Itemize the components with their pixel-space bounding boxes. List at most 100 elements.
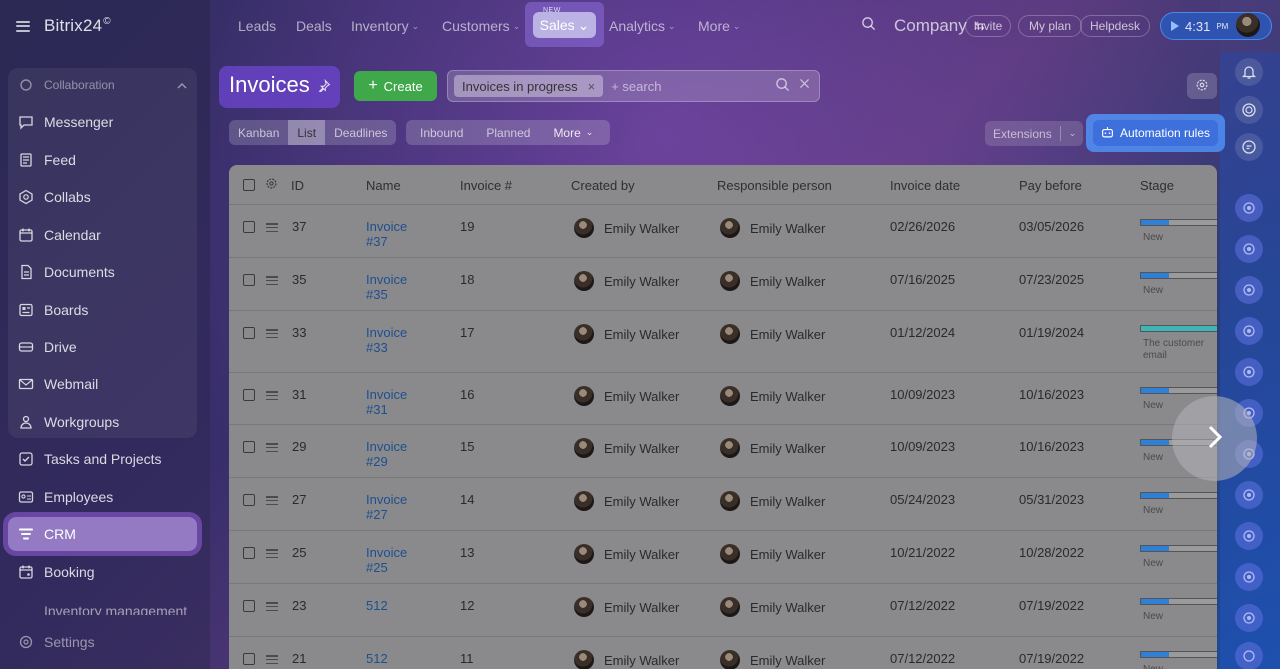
sidebar-group-collaboration[interactable]: Collaboration [8,68,197,102]
sidebar-item-webmail[interactable]: Webmail [8,367,197,401]
responsible-user[interactable]: Emily Walker [720,218,825,238]
column-header-stage[interactable]: Stage [1140,178,1174,193]
sidebar-item-drive[interactable]: Drive [8,330,197,364]
chat-bubble-icon[interactable] [1235,133,1263,161]
responsible-user[interactable]: Emily Walker [720,544,825,564]
row-checkbox[interactable] [243,221,255,233]
tab-more[interactable]: More ⌄ [539,120,602,145]
table-row[interactable]: 23 512 12 Emily Walker Emily Walker 07/1… [229,584,1217,637]
settings-gear-button[interactable] [1187,73,1217,99]
tab-list[interactable]: List [288,120,326,145]
created-by-user[interactable]: Emily Walker [574,491,679,511]
row-checkbox[interactable] [243,600,255,612]
created-by-user[interactable]: Emily Walker [574,386,679,406]
row-checkbox[interactable] [243,327,255,339]
responsible-user[interactable]: Emily Walker [720,324,825,344]
open-line-icon[interactable] [1235,358,1263,386]
open-line-icon[interactable] [1235,481,1263,509]
tab-kanban[interactable]: Kanban [238,125,280,140]
drag-handle-icon[interactable] [266,276,278,285]
column-header-id[interactable]: ID [291,178,304,193]
table-row[interactable]: 25 Invoice #25 13 Emily Walker Emily Wal… [229,531,1217,584]
drag-handle-icon[interactable] [266,443,278,452]
created-by-user[interactable]: Emily Walker [574,650,679,669]
table-row[interactable]: 37 Invoice #37 19 Emily Walker Emily Wal… [229,205,1217,258]
row-checkbox[interactable] [243,274,255,286]
sidebar-item-inventory-management[interactable]: Inventory management [8,601,197,615]
search-icon[interactable] [861,16,876,36]
tab-deadlines[interactable]: Deadlines [334,125,388,140]
pin-icon[interactable] [318,72,331,98]
table-row[interactable]: 33 Invoice #33 17 Emily Walker Emily Wal… [229,311,1217,373]
invoice-link[interactable]: Invoice #37 [366,219,408,249]
invoice-link[interactable]: Invoice #35 [366,272,408,302]
invoice-link[interactable]: Invoice #25 [366,545,408,575]
my-plan-button[interactable]: My plan [1018,15,1082,37]
filter-search-box[interactable]: Invoices in progress × + search [447,70,820,102]
invoice-link[interactable]: 512 [366,598,388,613]
drag-handle-icon[interactable] [266,391,278,400]
create-button[interactable]: + Create [354,71,437,101]
column-header-created-by[interactable]: Created by [571,178,635,193]
topnav-leads[interactable]: Leads [238,18,277,34]
sidebar-item-feed[interactable]: Feed [8,143,197,177]
tab-inbound[interactable]: Inbound [420,125,464,140]
stage-progress-bar[interactable] [1140,325,1217,332]
stage-progress-bar[interactable] [1140,219,1217,226]
sidebar-item-collabs[interactable]: Collabs [8,180,197,214]
column-header-responsible[interactable]: Responsible person [717,178,832,193]
open-line-icon[interactable] [1235,642,1263,669]
column-header-name[interactable]: Name [366,178,401,193]
drag-handle-icon[interactable] [266,329,278,338]
created-by-user[interactable]: Emily Walker [574,544,679,564]
menu-icon[interactable] [16,20,30,32]
topnav-inventory[interactable]: Inventory ⌄ [351,18,420,34]
created-by-user[interactable]: Emily Walker [574,597,679,617]
stage-progress-bar[interactable] [1140,545,1217,552]
row-checkbox[interactable] [243,653,255,665]
responsible-user[interactable]: Emily Walker [720,491,825,511]
tab-planned[interactable]: Planned [486,125,531,140]
table-row[interactable]: 27 Invoice #27 14 Emily Walker Emily Wal… [229,478,1217,531]
extensions-button[interactable]: Extensions ⌄ [985,121,1083,146]
sidebar-item-boards[interactable]: Boards [8,293,197,327]
created-by-user[interactable]: Emily Walker [574,271,679,291]
bell-icon[interactable] [1235,58,1263,86]
invoice-link[interactable]: Invoice #29 [366,439,408,469]
sidebar-item-booking[interactable]: Booking [8,555,197,589]
sidebar-item-calendar[interactable]: Calendar [8,218,197,252]
invoice-link[interactable]: Invoice #27 [366,492,408,522]
row-checkbox[interactable] [243,389,255,401]
column-header-invoice-number[interactable]: Invoice # [460,178,513,193]
table-row[interactable]: 35 Invoice #35 18 Emily Walker Emily Wal… [229,258,1217,311]
drag-handle-icon[interactable] [266,602,278,611]
row-checkbox[interactable] [243,494,255,506]
automation-rules-button[interactable]: Automation rules [1093,120,1218,146]
drag-handle-icon[interactable] [266,223,278,232]
row-checkbox[interactable] [243,547,255,559]
topnav-sales[interactable]: Sales ⌄ [533,12,596,38]
responsible-user[interactable]: Emily Walker [720,597,825,617]
column-header-invoice-date[interactable]: Invoice date [890,178,961,193]
drag-handle-icon[interactable] [266,655,278,664]
company-switcher[interactable]: Company ⇆ [861,0,985,52]
sidebar-item-crm[interactable]: CRM [3,512,202,556]
stage-progress-bar[interactable] [1140,492,1217,499]
table-row[interactable]: 31 Invoice #31 16 Emily Walker Emily Wal… [229,373,1217,425]
table-row[interactable]: 29 Invoice #29 15 Emily Walker Emily Wal… [229,425,1217,478]
close-icon[interactable]: × [587,78,596,94]
invoice-link[interactable]: Invoice #31 [366,387,408,417]
created-by-user[interactable]: Emily Walker [574,324,679,344]
user-avatar[interactable] [1236,13,1260,37]
open-line-icon[interactable] [1235,604,1263,632]
created-by-user[interactable]: Emily Walker [574,438,679,458]
sidebar-item-workgroups[interactable]: Workgroups [8,405,197,439]
open-line-icon[interactable] [1235,235,1263,263]
invite-button[interactable]: Invite [965,15,1011,37]
sidebar-item-documents[interactable]: Documents [8,255,197,289]
open-line-icon[interactable] [1235,522,1263,550]
sidebar-item-messenger[interactable]: Messenger [8,105,197,139]
copilot-icon[interactable] [1235,96,1263,124]
invoice-link[interactable]: Invoice #33 [366,325,408,355]
topnav-deals[interactable]: Deals [296,18,332,34]
